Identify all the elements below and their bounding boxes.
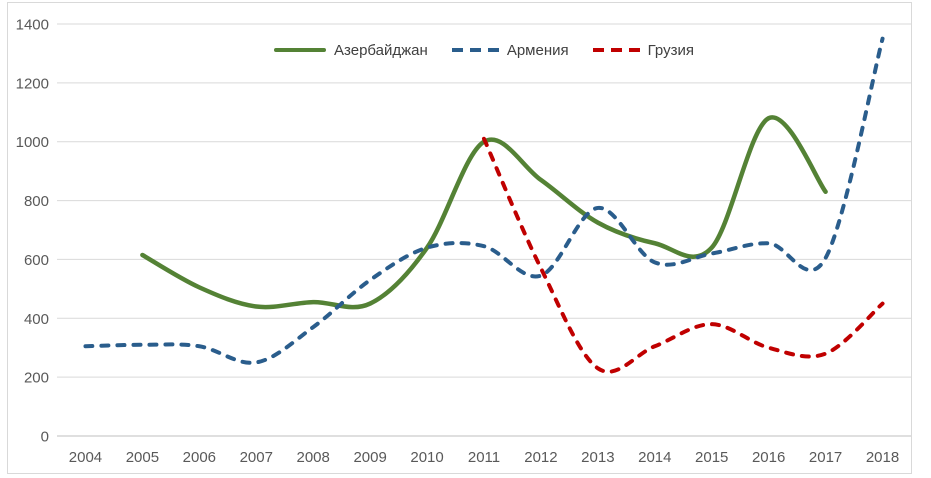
x-tick-label: 2016 <box>752 449 785 466</box>
chart-legend: Азербайджан Армения Грузия <box>57 41 911 59</box>
legend-label: Армения <box>506 41 569 59</box>
x-tick-label: 2015 <box>695 449 728 466</box>
x-tick-label: 2018 <box>866 449 899 466</box>
x-tick-label: 2008 <box>297 449 330 466</box>
y-tick-label: 0 <box>41 429 49 446</box>
x-tick-label: 2017 <box>809 449 842 466</box>
x-tick-label: 2012 <box>524 449 557 466</box>
y-tick-label: 400 <box>24 311 49 328</box>
legend-item-georgia: Грузия <box>592 41 694 59</box>
x-tick-label: 2011 <box>468 449 500 466</box>
y-tick-label: 1000 <box>16 134 49 151</box>
chart-frame <box>7 2 912 474</box>
y-tick-label: 1400 <box>16 17 49 34</box>
y-tick-label: 800 <box>24 193 49 210</box>
legend-item-azerbaijan: Азербайджан <box>274 42 428 59</box>
legend-item-armenia: Армения <box>451 41 569 59</box>
legend-line-sample-dashed <box>592 48 640 52</box>
series-line-Грузия <box>482 136 885 374</box>
x-tick-label: 2014 <box>638 449 671 466</box>
legend-label: Азербайджан <box>334 41 428 59</box>
series-line-Армения <box>83 36 885 365</box>
y-tick-label: 1200 <box>16 75 49 92</box>
x-tick-label: 2013 <box>581 449 614 466</box>
y-tick-label: 600 <box>24 252 49 269</box>
x-tick-label: 2006 <box>183 449 216 466</box>
x-tick-label: 2005 <box>126 449 159 466</box>
legend-line-sample-dashed <box>451 48 499 52</box>
x-tick-label: 2010 <box>410 449 443 466</box>
x-tick-label: 2009 <box>353 449 386 466</box>
legend-line-sample-solid <box>274 48 327 52</box>
y-tick-label: 200 <box>24 370 49 387</box>
x-tick-label: 2007 <box>240 449 273 466</box>
x-tick-label: 2004 <box>69 449 102 466</box>
legend-label: Грузия <box>647 41 694 59</box>
series-line-Азербайджан <box>140 115 828 310</box>
